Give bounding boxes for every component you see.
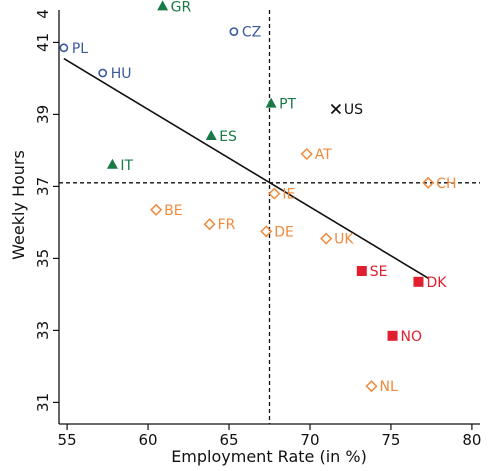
data-points: GR PT ES IT CZ PL HU US AT CH IE BE FR DE UK NL SE DK NO bbox=[59, 0, 456, 395]
point-it bbox=[106, 158, 118, 169]
y-tick-label: 41 bbox=[34, 33, 52, 52]
point-nl bbox=[365, 380, 378, 393]
x-tick-label: 60 bbox=[139, 431, 158, 449]
point-label-nl: NL bbox=[380, 379, 398, 395]
point-label-hu: HU bbox=[111, 66, 132, 82]
point-fr bbox=[203, 218, 216, 231]
x-tick-label: 75 bbox=[381, 431, 400, 449]
x-tick-label: 55 bbox=[58, 431, 77, 449]
point-ie bbox=[268, 187, 281, 200]
y-tick-label: 35 bbox=[34, 249, 52, 268]
y-tick-label: 33 bbox=[34, 321, 52, 340]
x-tick-label: 80 bbox=[462, 431, 481, 449]
point-label-ch: CH bbox=[436, 176, 456, 192]
point-be bbox=[150, 203, 163, 216]
point-label-at: AT bbox=[315, 147, 332, 163]
point-cz bbox=[229, 27, 239, 36]
point-label-dk: DK bbox=[426, 275, 447, 291]
point-uk bbox=[320, 232, 333, 245]
point-label-pl: PL bbox=[72, 41, 88, 57]
point-label-pt: PT bbox=[279, 97, 296, 113]
point-se bbox=[356, 266, 367, 276]
point-label-ie: IE bbox=[282, 187, 295, 203]
point-label-de: DE bbox=[274, 224, 294, 240]
fit-line bbox=[63, 57, 429, 279]
point-label-it: IT bbox=[120, 158, 133, 174]
fit-line-group bbox=[63, 57, 429, 279]
x-axis-title: Employment Rate (in %) bbox=[171, 447, 367, 466]
point-dk bbox=[413, 276, 424, 287]
point-label-uk: UK bbox=[334, 232, 354, 248]
y-axis-title: Weekly Hours bbox=[9, 150, 28, 260]
point-label-se: SE bbox=[370, 264, 388, 280]
point-label-cz: CZ bbox=[242, 25, 261, 41]
point-es bbox=[205, 130, 217, 140]
y-tick-label-top: 4 bbox=[34, 9, 52, 19]
point-label-us: US bbox=[344, 102, 363, 118]
axes: 55 60 65 70 75 80 31 33 35 37 39 41 4 bbox=[34, 9, 481, 449]
point-ch bbox=[422, 176, 435, 189]
x-tick-label: 70 bbox=[300, 431, 319, 449]
point-us-stroke-b bbox=[330, 103, 341, 115]
point-de bbox=[260, 225, 273, 238]
point-us bbox=[330, 103, 341, 115]
point-label-gr: GR bbox=[171, 0, 192, 15]
point-label-es: ES bbox=[219, 129, 237, 145]
point-pl bbox=[59, 43, 69, 53]
y-tick-label: 39 bbox=[34, 105, 52, 124]
y-tick-label: 31 bbox=[34, 393, 52, 412]
y-tick-label: 37 bbox=[34, 177, 52, 196]
point-hu bbox=[98, 68, 108, 78]
x-tick-label: 65 bbox=[219, 431, 238, 449]
point-at bbox=[300, 147, 313, 161]
point-pt bbox=[265, 97, 277, 108]
point-gr bbox=[157, 0, 169, 11]
point-label-no: NO bbox=[401, 329, 423, 345]
point-label-fr: FR bbox=[218, 217, 236, 233]
point-no bbox=[387, 330, 398, 341]
point-label-be: BE bbox=[164, 203, 182, 219]
